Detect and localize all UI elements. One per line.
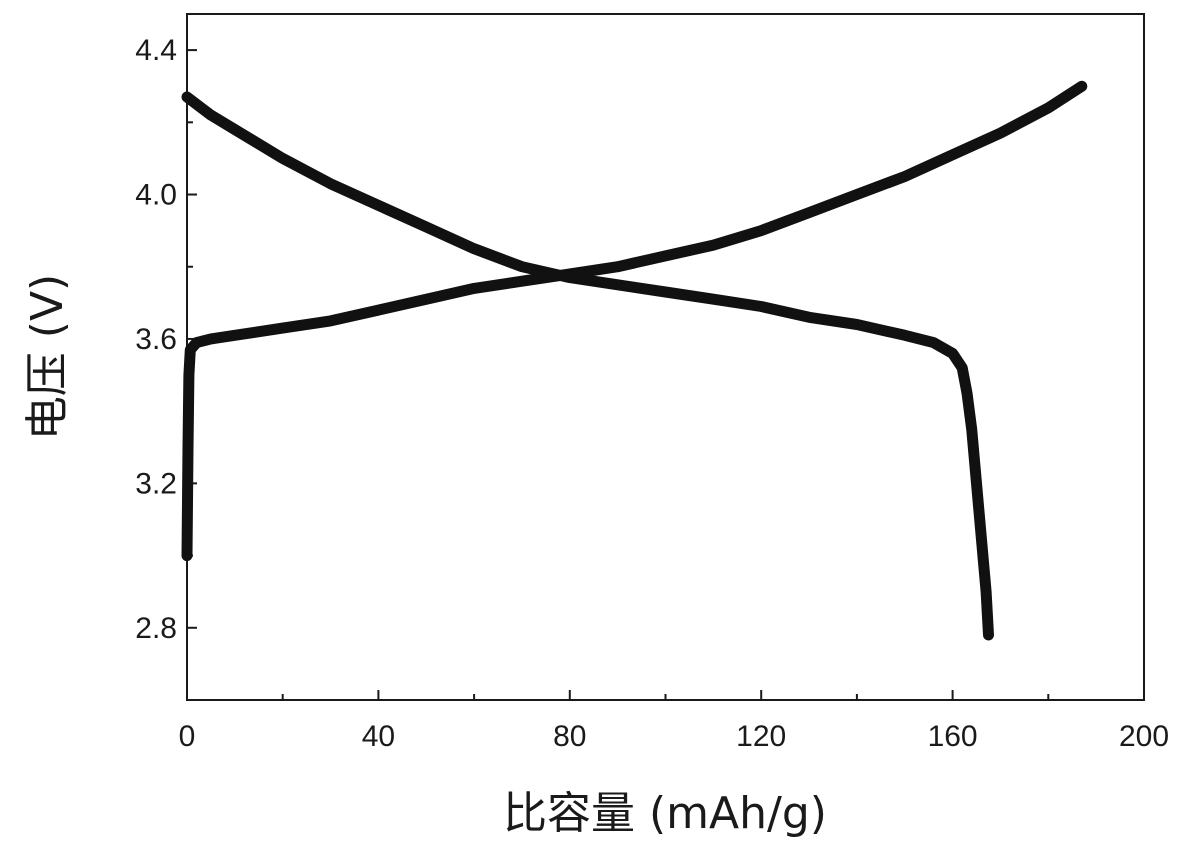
x-tick-label: 80 bbox=[553, 720, 586, 753]
y-tick-label: 2.8 bbox=[135, 612, 177, 645]
x-tick-label: 200 bbox=[1119, 720, 1169, 753]
x-axis-title: 比容量 (mAh/g) bbox=[503, 788, 827, 839]
y-axis-title: 电压 (V) bbox=[22, 274, 73, 440]
axis-ticks: 0 40 80 120 160 200 2.8 3.2 3.6 4.0 4.4 bbox=[135, 34, 1169, 753]
y-tick-label: 3.6 bbox=[135, 323, 177, 356]
plot-frame bbox=[187, 14, 1144, 700]
y-tick-label: 3.2 bbox=[135, 467, 177, 500]
curves bbox=[187, 86, 1082, 635]
x-tick-label: 160 bbox=[928, 720, 978, 753]
curve-line-1 bbox=[187, 86, 1082, 555]
y-tick-label: 4.4 bbox=[135, 34, 177, 67]
x-tick-label: 120 bbox=[736, 720, 786, 753]
x-tick-label: 0 bbox=[179, 720, 196, 753]
curve-line-2 bbox=[187, 97, 989, 635]
x-tick-label: 40 bbox=[362, 720, 395, 753]
y-tick-label: 4.0 bbox=[135, 179, 177, 212]
